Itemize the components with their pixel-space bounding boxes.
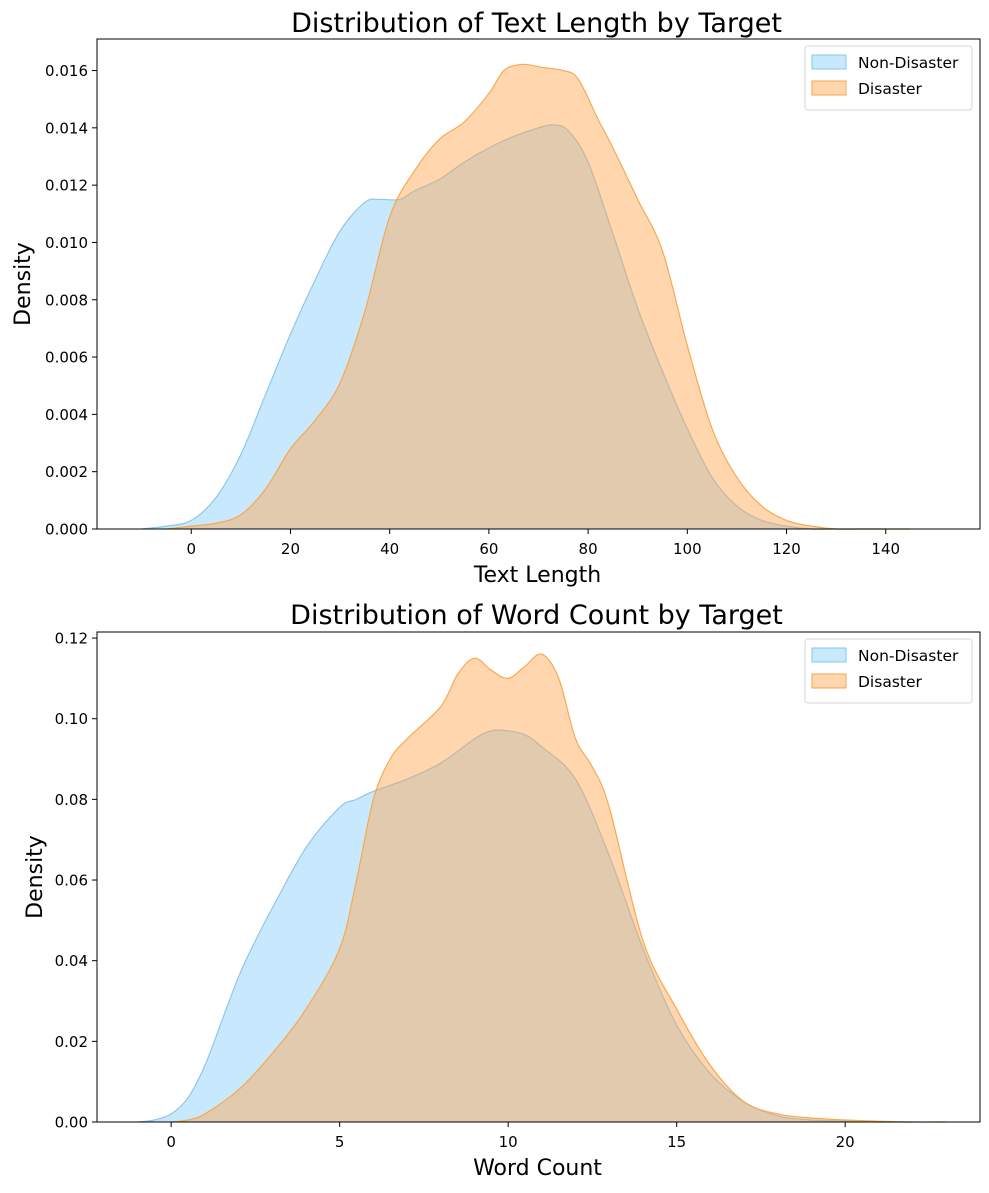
x-tick-label: 15 <box>667 1133 686 1151</box>
legend: Non-Disaster Disaster <box>804 638 973 704</box>
legend-swatch-disaster <box>811 80 847 96</box>
density-area-disaster <box>171 653 947 1123</box>
x-tick-label: 0 <box>186 540 196 558</box>
x-tick-label: 140 <box>871 540 900 558</box>
x-axis-label: Word Count <box>473 1156 602 1181</box>
y-tick-label: 0.08 <box>55 791 88 809</box>
legend-label-non-disaster: Non-Disaster <box>858 647 959 665</box>
density-area-non-disaster <box>141 124 886 530</box>
legend: Non-Disaster Disaster <box>804 45 973 111</box>
legend-label-disaster: Disaster <box>858 80 923 98</box>
y-tick-label: 0.12 <box>55 630 88 648</box>
y-tick-label: 0.006 <box>45 349 88 367</box>
x-tick-label: 0 <box>166 1133 176 1151</box>
word-count-chart: 0 5 10 15 20 0.00 0.02 0.04 0.06 0.08 0.10 0.12 Dist… <box>23 600 981 1181</box>
y-tick-label: 0.04 <box>55 952 88 970</box>
density-curve-disaster <box>171 653 947 1123</box>
y-tick-label: 0.002 <box>45 463 88 481</box>
legend-label-non-disaster: Non-Disaster <box>858 54 959 72</box>
y-axis-label: Density <box>23 835 48 919</box>
x-tick-label: 40 <box>380 540 399 558</box>
density-curve-disaster <box>166 63 911 530</box>
legend-box <box>804 638 973 704</box>
y-axis-label: Density <box>11 242 36 326</box>
x-tick-label: 5 <box>335 1133 345 1151</box>
x-tick-label: 20 <box>281 540 300 558</box>
x-tick-label: 60 <box>479 540 498 558</box>
y-tick-label: 0.000 <box>45 521 88 539</box>
plot-frame <box>96 631 981 1123</box>
chart-title: Distribution of Word Count by Target <box>290 600 783 631</box>
x-axis-label: Text Length <box>473 563 601 588</box>
x-tick-label: 100 <box>673 540 702 558</box>
chart-title: Distribution of Text Length by Target <box>291 8 782 39</box>
series-layer <box>137 653 947 1123</box>
x-tick-label: 20 <box>836 1133 855 1151</box>
y-tick-label: 0.02 <box>55 1033 88 1051</box>
series-layer <box>141 63 911 530</box>
y-tick-label: 0.10 <box>55 710 88 728</box>
y-tick-label: 0.010 <box>45 234 88 252</box>
y-tick-label: 0.06 <box>55 872 88 890</box>
x-tick-label: 80 <box>579 540 598 558</box>
density-curve-non-disaster <box>141 124 886 530</box>
y-tick-label: 0.008 <box>45 291 88 309</box>
density-area-disaster <box>166 64 911 530</box>
y-tick-label: 0.012 <box>45 177 88 195</box>
y-tick-label: 0.016 <box>45 62 88 80</box>
text-length-chart: 0 20 40 60 80 100 120 140 0.000 0.002 0.004 0.006 0.… <box>11 8 981 588</box>
legend-swatch-non-disaster <box>811 647 847 663</box>
y-tick-label: 0.00 <box>55 1114 88 1132</box>
x-tick-label: 10 <box>499 1133 518 1151</box>
legend-label-disaster: Disaster <box>858 673 923 691</box>
density-area-non-disaster <box>137 730 913 1123</box>
legend-swatch-non-disaster <box>811 54 847 70</box>
x-tick-label: 120 <box>772 540 801 558</box>
plot-frame <box>96 38 981 530</box>
legend-box <box>804 45 973 111</box>
y-tick-label: 0.014 <box>45 119 88 137</box>
y-tick-label: 0.004 <box>45 406 88 424</box>
legend-swatch-disaster <box>811 673 847 689</box>
